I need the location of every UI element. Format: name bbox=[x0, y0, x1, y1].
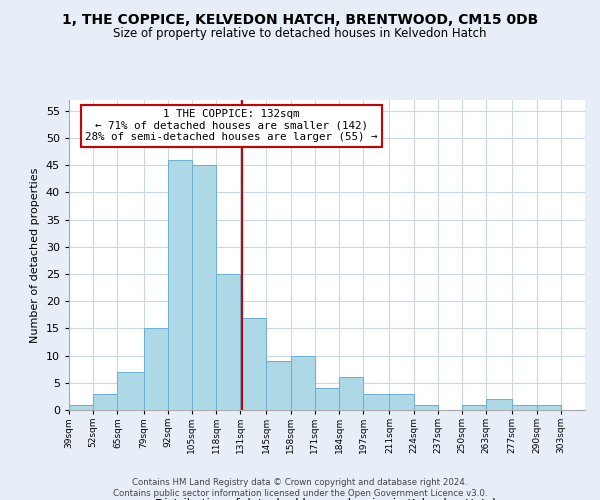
Bar bbox=[168, 160, 192, 410]
Bar bbox=[290, 356, 315, 410]
Bar bbox=[462, 404, 486, 410]
Text: Size of property relative to detached houses in Kelvedon Hatch: Size of property relative to detached ho… bbox=[113, 28, 487, 40]
Bar bbox=[413, 404, 438, 410]
X-axis label: Distribution of detached houses by size in Kelvedon Hatch: Distribution of detached houses by size … bbox=[155, 498, 499, 500]
Bar bbox=[266, 361, 290, 410]
Bar bbox=[69, 404, 93, 410]
Bar bbox=[512, 404, 536, 410]
Bar bbox=[536, 404, 561, 410]
Bar bbox=[241, 318, 266, 410]
Bar bbox=[339, 378, 364, 410]
Bar bbox=[364, 394, 389, 410]
Text: 1, THE COPPICE, KELVEDON HATCH, BRENTWOOD, CM15 0DB: 1, THE COPPICE, KELVEDON HATCH, BRENTWOO… bbox=[62, 12, 538, 26]
Bar bbox=[93, 394, 118, 410]
Y-axis label: Number of detached properties: Number of detached properties bbox=[30, 168, 40, 342]
Bar bbox=[389, 394, 413, 410]
Bar bbox=[192, 166, 216, 410]
Text: Contains HM Land Registry data © Crown copyright and database right 2024.
Contai: Contains HM Land Registry data © Crown c… bbox=[113, 478, 487, 498]
Bar bbox=[118, 372, 143, 410]
Bar bbox=[486, 399, 512, 410]
Bar bbox=[143, 328, 168, 410]
Bar bbox=[216, 274, 241, 410]
Bar bbox=[315, 388, 339, 410]
Text: 1 THE COPPICE: 132sqm
← 71% of detached houses are smaller (142)
28% of semi-det: 1 THE COPPICE: 132sqm ← 71% of detached … bbox=[85, 110, 378, 142]
